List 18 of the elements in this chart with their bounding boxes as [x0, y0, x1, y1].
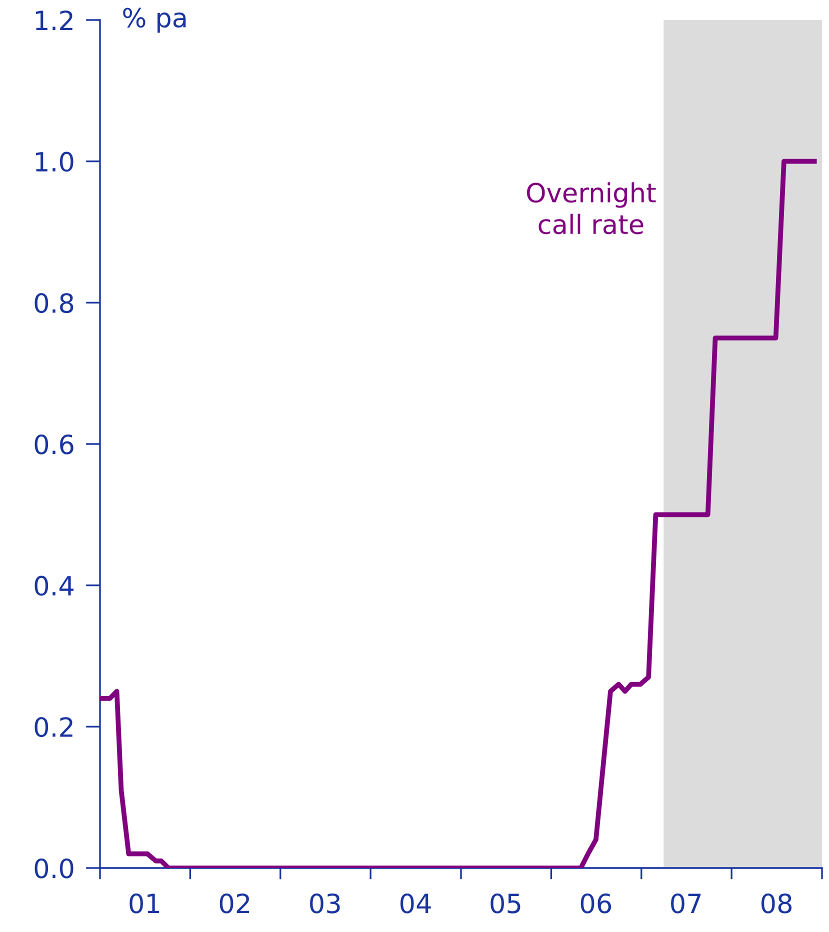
y-tick-label: 1.2 [36, 10, 72, 30]
y-tick-label: 0.4 [34, 576, 74, 596]
x-tick-label: 01 [130, 893, 160, 914]
y-tick-label: 1.0 [36, 152, 74, 172]
y-axis-title: % pa [123, 8, 186, 33]
x-tick-label: 05 [490, 893, 520, 914]
line-series [100, 158, 817, 868]
x-tick-label: 08 [761, 893, 792, 914]
x-tick-label: 02 [220, 893, 250, 914]
y-tick-label: 0.8 [34, 293, 74, 314]
y-tick-label: 0.2 [34, 717, 72, 738]
x-tick-label: 03 [310, 893, 340, 914]
x-tick-label: 06 [580, 893, 612, 914]
x-tick-label: 07 [671, 893, 701, 914]
y-tick-label: 0.6 [34, 434, 74, 454]
y-tick-label: 0.0 [34, 858, 74, 878]
annotation: Overnight call rate [526, 182, 656, 234]
x-tick-label: 04 [400, 893, 431, 914]
